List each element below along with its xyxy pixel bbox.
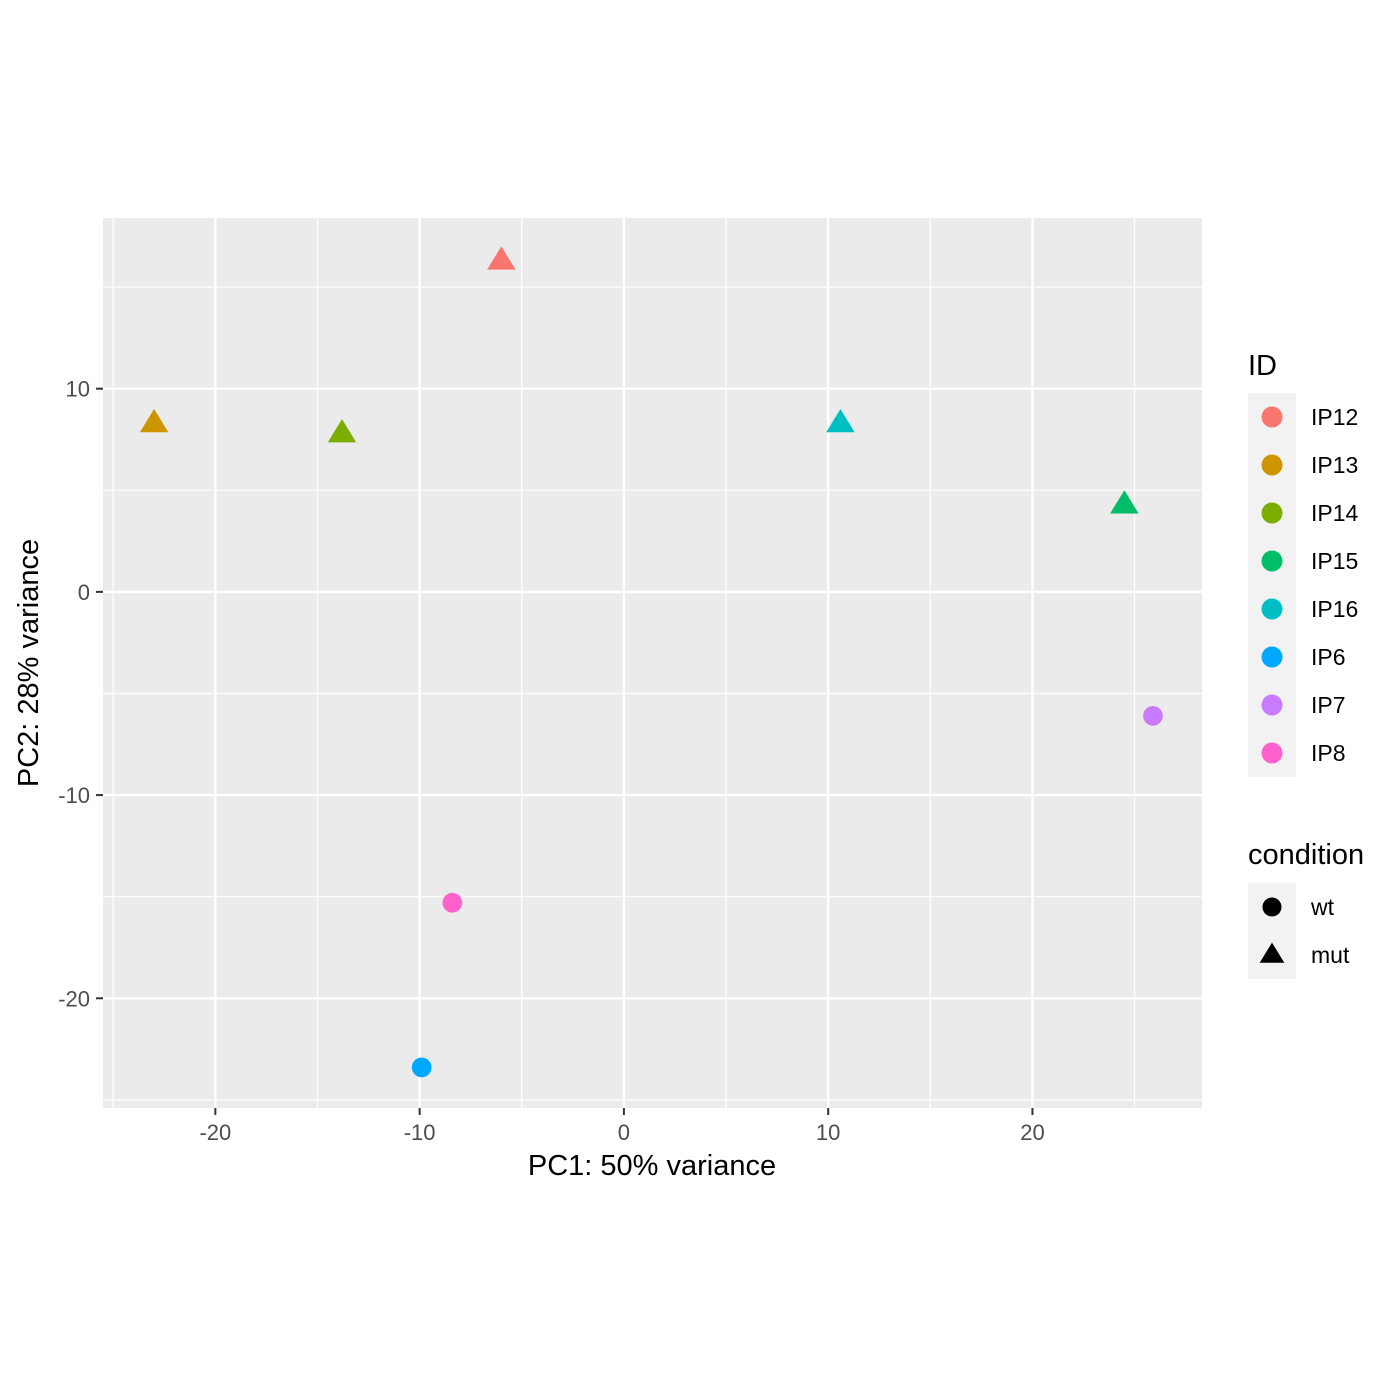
legend-key-ip15 [1261,550,1283,572]
legend-label-ip15: IP15 [1311,548,1358,574]
legend-condition-keys-background [1248,883,1296,979]
panel-background [103,218,1202,1108]
legend-key-wt [1262,897,1282,917]
legend-id-title: ID [1248,350,1277,382]
y-tick-label: -10 [58,783,90,808]
legend-label-ip14: IP14 [1311,500,1359,526]
data-point-ip15 [1110,490,1139,514]
x-tick-label: -20 [199,1120,231,1145]
data-point-ip16 [826,408,855,433]
legend-id: ID IP12 IP13 IP14 IP15 IP16 IP6 IP7 IP8 [1248,350,1359,777]
y-tick-label: 0 [78,580,90,605]
legend-label-ip13: IP13 [1311,452,1358,478]
data-point-ip7 [1143,705,1163,726]
legend-label-ip16: IP16 [1311,596,1358,622]
legend-key-ip7 [1261,694,1283,716]
data-point-ip8 [442,892,463,913]
legend-label-wt: wt [1310,894,1335,920]
grid-major [103,218,1202,1108]
x-tick-label: -10 [404,1120,436,1145]
legend-condition: condition wt mut [1248,839,1364,979]
legend-key-ip16 [1261,598,1283,620]
grid-minor [103,218,1202,1108]
legend-key-ip14 [1261,502,1283,524]
legend-condition-title: condition [1248,839,1364,871]
legend-label-mut: mut [1311,942,1350,968]
legend-label-ip8: IP8 [1311,740,1346,766]
legend-key-ip13 [1261,454,1283,476]
data-point-ip14 [327,419,357,443]
legend-label-ip6: IP6 [1311,644,1346,670]
y-tick-label: -20 [58,986,90,1011]
x-tick-label: 0 [618,1120,630,1145]
x-axis-title: PC1: 50% variance [528,1150,776,1182]
y-tick-label: 10 [66,377,90,402]
data-point-ip6 [411,1057,432,1078]
data-point-ip12 [487,246,516,270]
data-points [139,246,1163,1078]
legend-id-keys-background [1248,393,1296,777]
legend-label-ip12: IP12 [1311,404,1358,430]
tick-labels: -20 -10 0 10 20 -20 -10 0 10 [58,377,1044,1145]
legend-label-ip7: IP7 [1311,692,1346,718]
legend-key-mut [1259,942,1285,963]
legend-key-ip6 [1261,646,1283,668]
legend-key-ip12 [1261,406,1283,428]
x-tick-label: 10 [816,1120,840,1145]
axis-ticks [96,387,1034,1115]
data-point-ip13 [139,408,169,433]
y-axis-title: PC2: 28% variance [13,539,45,787]
x-tick-label: 20 [1020,1120,1044,1145]
legend-key-ip8 [1261,742,1283,764]
